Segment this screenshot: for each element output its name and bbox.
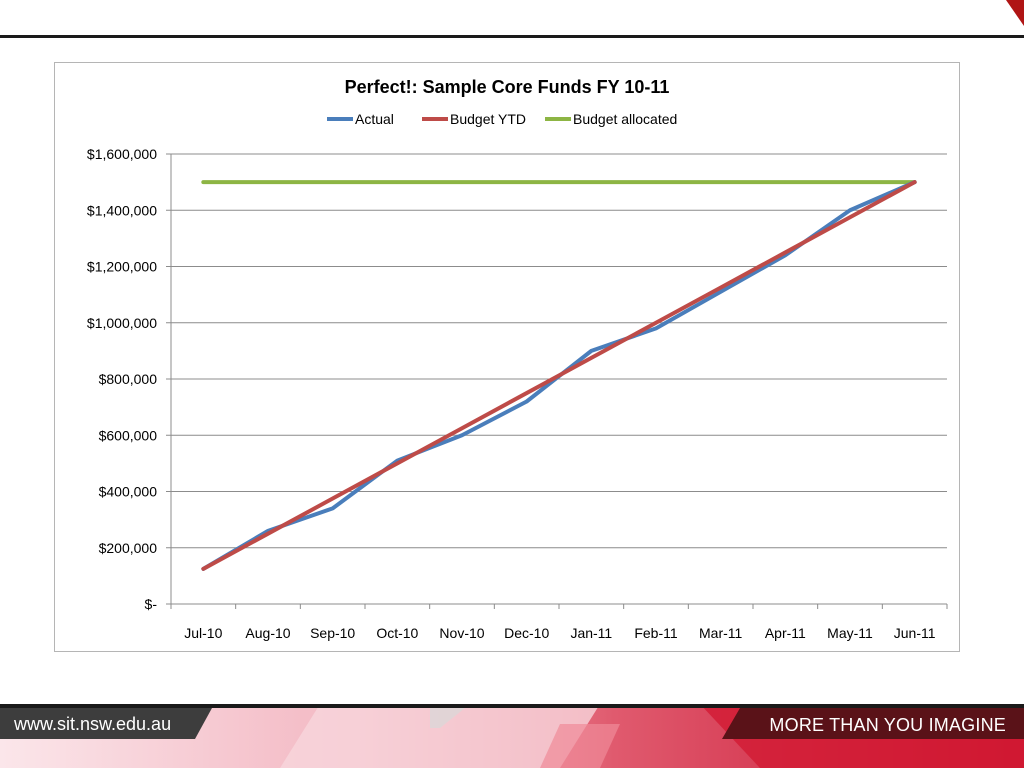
y-tick-label: $400,000: [99, 484, 158, 500]
y-tick-label: $800,000: [99, 371, 158, 387]
legend-label-3: Budget allocated: [573, 111, 677, 127]
data-point: [654, 180, 658, 184]
data-point: [783, 250, 787, 254]
x-tick-label: Mar-11: [699, 625, 743, 641]
data-point: [719, 286, 723, 290]
data-point: [460, 180, 464, 184]
footer-banner: www.sit.nsw.edu.au MORE THAN YOU IMAGINE: [0, 704, 1024, 768]
series-line-budget-ytd: [201, 180, 917, 571]
data-point: [201, 180, 205, 184]
y-tick-label: $1,600,000: [87, 146, 157, 162]
legend-label-2: Budget YTD: [450, 111, 526, 127]
line-chart: Perfect!: Sample Core Funds FY 10-11 Actu…: [87, 77, 948, 641]
y-tick-label: $1,400,000: [87, 202, 157, 218]
chart-title: Perfect!: Sample Core Funds FY 10-11: [345, 77, 670, 97]
data-point: [589, 356, 593, 360]
x-tick-label: Jul-10: [184, 625, 222, 641]
data-point: [331, 180, 335, 184]
footer-graphic: [0, 704, 1024, 768]
data-point: [460, 426, 464, 430]
data-point: [719, 290, 723, 294]
x-tick-label: May-11: [827, 625, 873, 641]
data-point: [848, 215, 852, 219]
corner-accent: [1006, 0, 1024, 26]
x-tick-label: Jun-11: [894, 625, 936, 641]
data-point: [395, 461, 399, 465]
data-point: [913, 180, 917, 184]
x-tick-label: Nov-10: [439, 625, 484, 641]
x-tick-label: Dec-10: [504, 625, 549, 641]
data-point: [525, 180, 529, 184]
data-point: [266, 532, 270, 536]
data-point: [201, 567, 205, 571]
data-point: [460, 433, 464, 437]
data-point: [848, 180, 852, 184]
data-point: [719, 180, 723, 184]
data-point: [266, 180, 270, 184]
y-tick-label: $200,000: [99, 540, 158, 556]
x-tick-label: Aug-10: [245, 625, 290, 641]
x-tick-label: Apr-11: [765, 625, 806, 641]
data-point: [589, 180, 593, 184]
y-tick-label: $1,000,000: [87, 315, 157, 331]
legend-label-1: Actual: [355, 111, 394, 127]
data-point: [654, 321, 658, 325]
x-tick-label: Feb-11: [634, 625, 678, 641]
data-point: [848, 208, 852, 212]
footer-tagline: MORE THAN YOU IMAGINE: [769, 715, 1006, 735]
data-point: [331, 506, 335, 510]
footer-url[interactable]: www.sit.nsw.edu.au: [14, 714, 172, 734]
data-point: [525, 391, 529, 395]
chart-frame: Perfect!: Sample Core Funds FY 10-11 Actu…: [54, 62, 960, 652]
x-tick-label: Sep-10: [310, 625, 355, 641]
data-point: [331, 497, 335, 501]
y-tick-label: $600,000: [99, 427, 158, 443]
y-tick-label: $-: [145, 596, 158, 612]
x-tick-label: Oct-10: [376, 625, 418, 641]
header-rule: [0, 35, 1024, 38]
y-tick-label: $1,200,000: [87, 259, 157, 275]
data-point: [783, 180, 787, 184]
data-point: [525, 400, 529, 403]
x-tick-label: Jan-11: [570, 625, 612, 641]
data-point: [589, 349, 593, 353]
data-point: [395, 180, 399, 184]
data-point: [654, 326, 658, 330]
